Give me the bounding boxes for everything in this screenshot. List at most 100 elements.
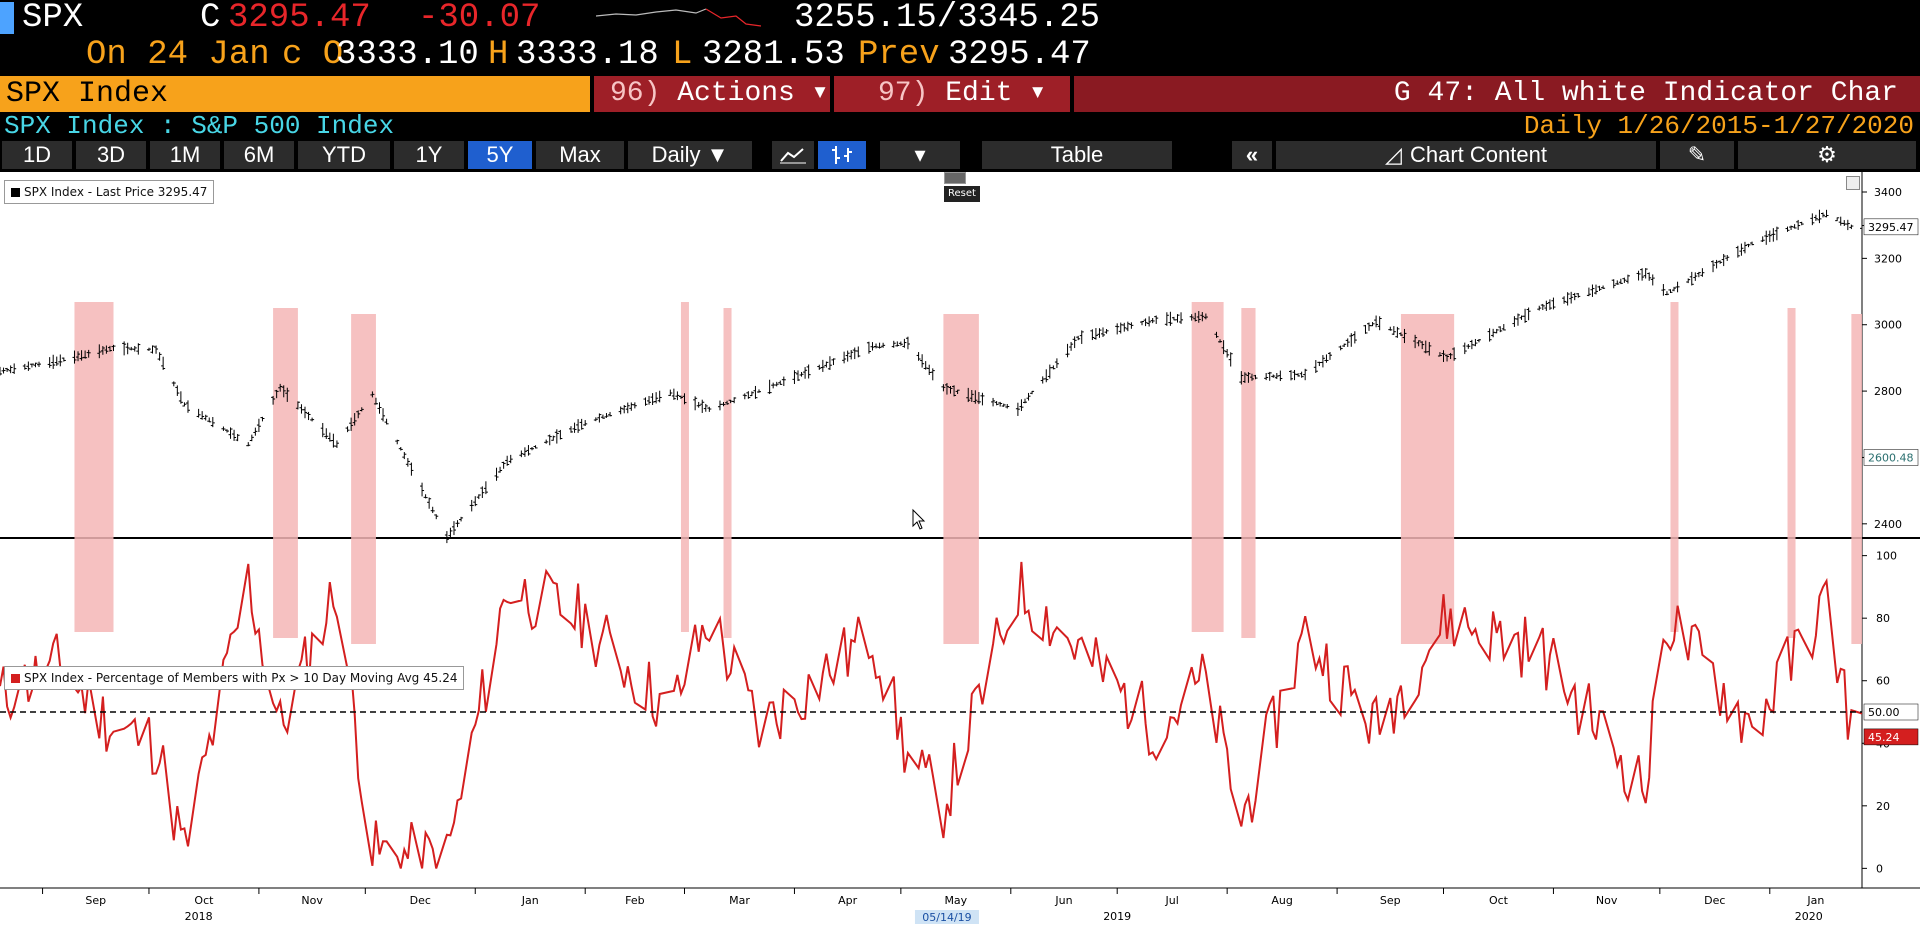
price-bar-361: [1789, 225, 1794, 230]
price-bar-185: [916, 352, 921, 361]
price-bar-287: [1420, 341, 1425, 350]
actions-menu[interactable]: 96) Actions ▾: [594, 76, 830, 112]
price-bar-59: [285, 387, 290, 402]
price-bar-24: [111, 344, 116, 352]
price-bar-305: [1512, 316, 1517, 327]
date-label: On 24 Jan: [86, 36, 270, 74]
price-bar-278: [1374, 315, 1379, 328]
last-pct-tag-box: [1863, 728, 1919, 746]
price-bar-334: [1650, 274, 1655, 286]
collapse-button[interactable]: «: [1232, 141, 1272, 169]
range-ytd[interactable]: YTD: [298, 141, 390, 169]
price-bar-101: [498, 466, 503, 473]
price-bar-239: [1179, 312, 1184, 324]
price-bar-323: [1597, 285, 1602, 291]
price-bar-352: [1742, 241, 1747, 254]
range-5y[interactable]: 5Y: [468, 141, 532, 169]
indicator-tick-label: 20: [1876, 800, 1890, 813]
price-bar-227: [1122, 322, 1127, 332]
range-3d[interactable]: 3D: [76, 141, 146, 169]
signal-highlight-7: [1241, 308, 1256, 638]
price-bar-360: [1785, 226, 1790, 232]
range-1d[interactable]: 1D: [2, 141, 72, 169]
range-1y[interactable]: 1Y: [394, 141, 464, 169]
zoom-icon[interactable]: [944, 172, 966, 184]
last-price-tag-box: [1863, 218, 1919, 236]
price-bar-218: [1076, 335, 1081, 341]
price-bar-304: [1501, 324, 1506, 331]
price-bar-173: [852, 347, 857, 360]
price-bar-16: [76, 351, 81, 362]
price-bar-285: [1413, 334, 1418, 349]
price-bar-41: [200, 411, 205, 420]
pane-settings-icon[interactable]: [1846, 176, 1860, 190]
pencil-icon[interactable]: ✎: [1660, 141, 1734, 169]
price-bar-358: [1771, 228, 1776, 242]
frequency-select[interactable]: Daily ▼: [628, 141, 752, 169]
price-bar-122: [600, 414, 605, 419]
price-bar-161: [796, 370, 800, 381]
price-bar-254: [1253, 374, 1258, 380]
price-bar-264: [1303, 368, 1308, 381]
mouse-cursor-icon: [912, 508, 926, 530]
ohlc-line: ◔ On 24 Jan c O 3333.10 H 3333.18 L 3281…: [0, 36, 1920, 108]
chart-canvas[interactable]: 2400260028003000320034000204060801003295…: [0, 172, 1920, 926]
price-bar-155: [767, 379, 772, 395]
price-bar-81: [398, 447, 403, 451]
range-6m[interactable]: 6M: [224, 141, 294, 169]
price-bar-339: [1675, 281, 1680, 293]
year-label: 2018: [185, 910, 213, 923]
price-bar-125: [618, 406, 623, 415]
price-bar-63: [306, 411, 311, 421]
price-bar-163: [803, 367, 808, 379]
price-bar-225: [1115, 323, 1120, 335]
price-bar-373: [1845, 219, 1850, 231]
price-bar-371: [1838, 216, 1843, 226]
price-bar-368: [1820, 212, 1825, 218]
price-bar-283: [1398, 332, 1403, 337]
month-label: May: [944, 894, 967, 907]
chart-type-dropdown[interactable]: ▾: [880, 141, 960, 169]
price-bar-348: [1721, 253, 1726, 267]
line-chart-icon[interactable]: [772, 141, 814, 169]
price-bar-356: [1764, 230, 1769, 245]
price-bar-206: [1019, 399, 1024, 411]
range-1m[interactable]: 1M: [150, 141, 220, 169]
price-bar-142: [700, 399, 705, 413]
price-bar-212: [1047, 364, 1052, 379]
price-bar-306: [1515, 313, 1520, 326]
price-bar-310: [1537, 305, 1542, 311]
chart-content-button[interactable]: ◿ Chart Content: [1276, 141, 1656, 169]
price-bar-135: [668, 389, 673, 396]
reset-button[interactable]: Reset: [944, 186, 980, 202]
security-field[interactable]: SPX Index: [0, 76, 590, 112]
price-bar-332: [1643, 268, 1648, 279]
indicator-tick-label: 60: [1876, 675, 1890, 688]
price-bar-201: [994, 401, 999, 406]
price-bar-141: [696, 401, 701, 408]
price-bar-219: [1079, 330, 1084, 344]
price-bar-195: [966, 387, 971, 403]
table-button[interactable]: Table: [982, 141, 1172, 169]
price-bar-140: [693, 396, 698, 411]
price-bar-211: [1044, 369, 1049, 383]
price-bar-62: [303, 406, 308, 419]
price-bar-256: [1267, 371, 1272, 381]
indicator-legend: SPX Index - Percentage of Members with P…: [4, 666, 465, 690]
ohlc-bar-icon[interactable]: [818, 141, 866, 169]
range-max[interactable]: Max: [536, 141, 624, 169]
price-bar-29: [136, 343, 141, 355]
price-bar-270: [1338, 345, 1343, 351]
price-bar-157: [774, 381, 779, 387]
price-bar-308: [1523, 308, 1528, 323]
bid-ask: 3255.15/3345.25: [794, 0, 1101, 37]
date-range[interactable]: Daily 1/26/2015-1/27/2020: [1523, 111, 1914, 141]
edit-menu[interactable]: 97) Edit ▾: [834, 76, 1070, 112]
price-bar-246: [1218, 339, 1223, 343]
month-label: Oct: [194, 894, 214, 907]
price-bar-236: [1168, 311, 1173, 326]
price-bar-10: [47, 357, 52, 368]
price-bar-205: [1015, 402, 1020, 416]
price-bar-90: [444, 531, 449, 544]
gear-icon[interactable]: ⚙: [1738, 141, 1916, 169]
